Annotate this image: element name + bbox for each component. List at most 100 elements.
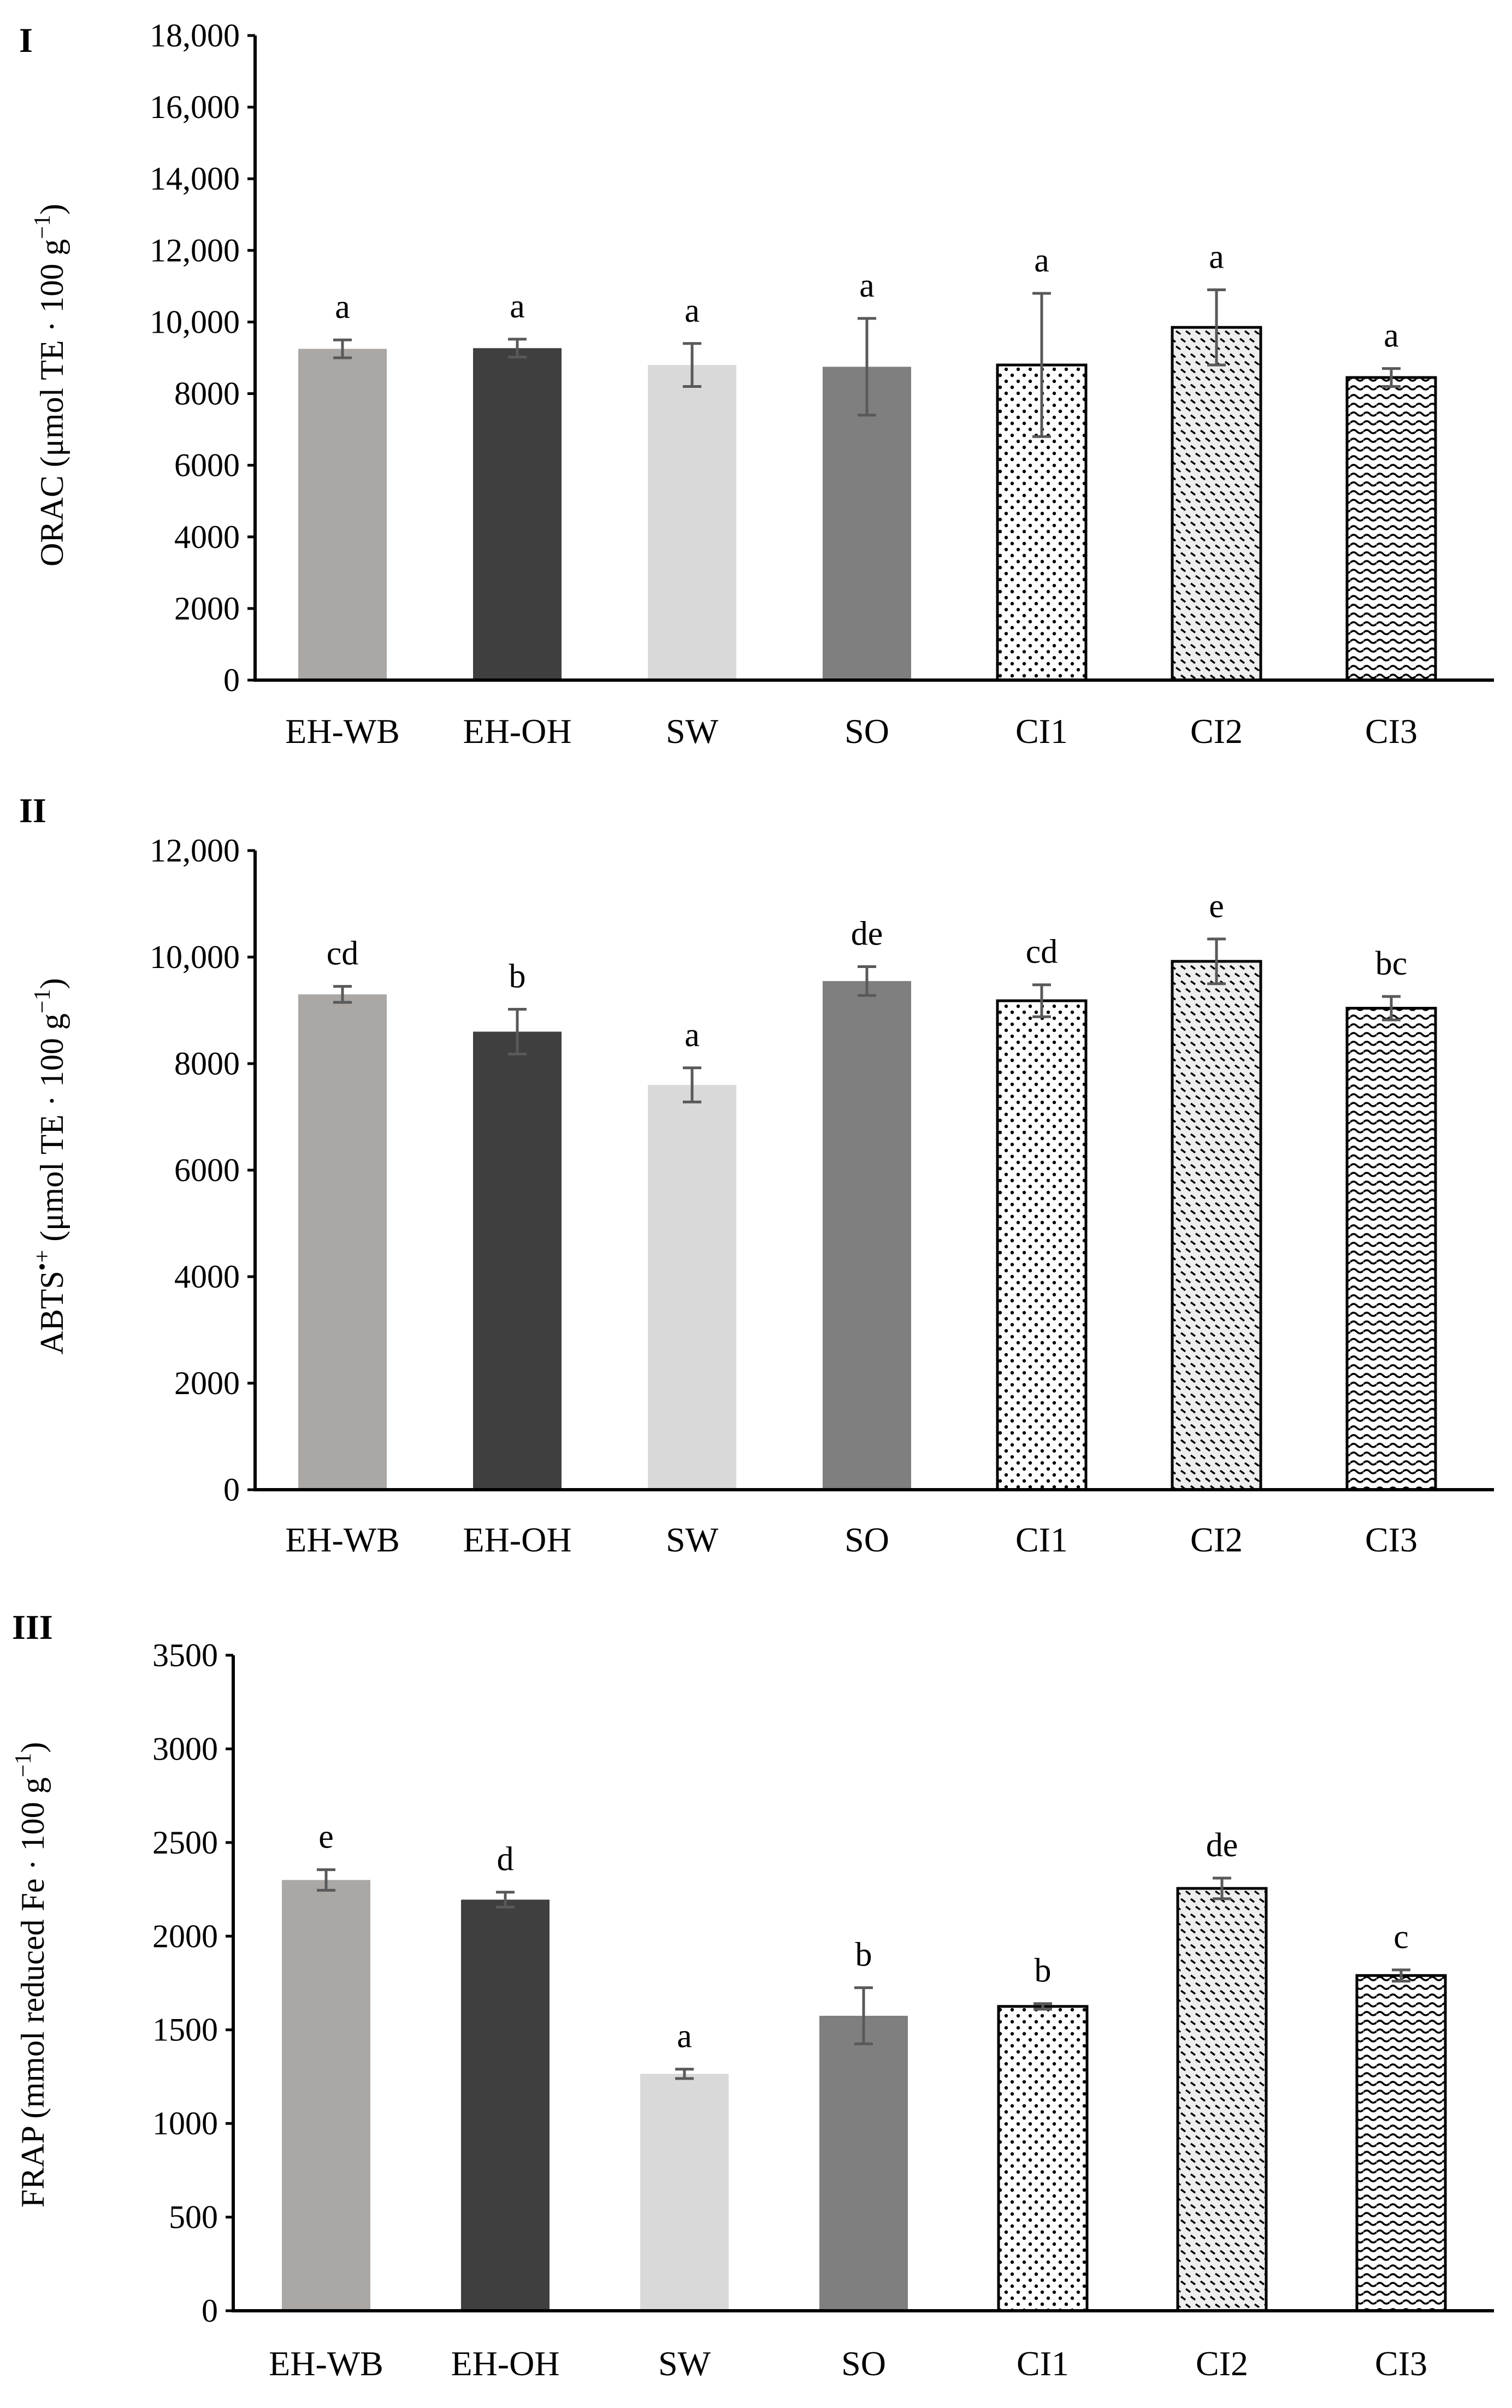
x-tick-label: EH-OH <box>463 712 571 751</box>
x-tick-label: EH-OH <box>451 2344 559 2383</box>
significance-letter: a <box>677 2018 692 2055</box>
panel-abts: II ABTS•+ (μmol TE · 100 g−1) 0 2000 4000 6… <box>19 791 1494 1559</box>
panel-label-ii: II <box>19 791 46 830</box>
significance-letters: e d a b b de c <box>318 1819 1409 2055</box>
bar <box>997 2005 1089 2312</box>
bar <box>298 349 387 680</box>
significance-letter: e <box>1209 888 1224 925</box>
bar <box>1355 1974 1447 2312</box>
significance-letter: de <box>851 916 883 953</box>
bar <box>648 1085 736 1490</box>
significance-letter: a <box>684 1017 700 1054</box>
x-tick-label: CI2 <box>1190 1520 1243 1559</box>
bar <box>823 981 911 1490</box>
significance-letter: a <box>335 288 350 326</box>
y-tick-label: 10,000 <box>150 939 240 975</box>
error-bars <box>333 288 1401 438</box>
y-tick-label: 8000 <box>174 1046 240 1082</box>
y-tick-label: 0 <box>202 2293 218 2329</box>
x-tick-label: SO <box>844 1520 889 1559</box>
x-tick-label: SO <box>844 712 889 751</box>
significance-letter: cd <box>1026 934 1058 971</box>
significance-letter: a <box>1384 317 1399 355</box>
significance-letter: c <box>1393 1919 1409 1956</box>
y-tick-label: 1000 <box>152 2105 218 2141</box>
x-tick-label: EH-WB <box>285 1520 400 1559</box>
y-tick-label: 14,000 <box>150 161 240 197</box>
y-tick-label: 2500 <box>152 1825 218 1861</box>
significance-letters: a a a a a a a <box>335 238 1399 354</box>
y-tick-label: 6000 <box>174 1152 240 1188</box>
significance-letter: a <box>1209 238 1224 275</box>
y-tick-label: 4000 <box>174 1259 240 1295</box>
x-tick-label: EH-OH <box>463 1520 571 1559</box>
y-tick-label: 18,000 <box>150 17 240 54</box>
bar <box>1171 326 1262 682</box>
bar <box>1171 960 1262 1491</box>
x-tick-label: CI1 <box>1015 712 1068 751</box>
y-tick-label: 500 <box>169 2199 218 2235</box>
x-tick-label: SW <box>666 1520 719 1559</box>
y-axis-label-abts: ABTS•+ (μmol TE · 100 g−1) <box>30 978 70 1354</box>
bar <box>473 348 562 680</box>
significance-letter: a <box>684 292 700 329</box>
significance-letter: d <box>497 1841 514 1878</box>
significance-letter: a <box>510 288 525 325</box>
y-tick-label: 16,000 <box>150 89 240 125</box>
significance-letter: b <box>1035 1952 1052 1990</box>
x-tick-label: CI1 <box>1017 2344 1069 2383</box>
bar <box>1345 376 1437 682</box>
significance-letter: a <box>1034 242 1049 279</box>
x-tick-label: SW <box>658 2344 711 2383</box>
y-tick-label: 12,000 <box>150 833 240 869</box>
significance-letter: bc <box>1375 945 1408 982</box>
panel-frap: III FRAP (mmol reduced Fe · 100 g−1) 0 50… <box>11 1608 1494 2383</box>
x-tick-label: CI2 <box>1190 712 1243 751</box>
bar <box>1345 1007 1437 1491</box>
x-tick-label: CI3 <box>1365 712 1418 751</box>
y-tick-label: 2000 <box>152 1918 218 1954</box>
significance-letter: b <box>509 958 526 995</box>
y-tick-label: 2000 <box>174 1365 240 1401</box>
bar <box>461 1899 550 2311</box>
bars <box>282 1880 1447 2312</box>
y-tick-label: 6000 <box>174 447 240 483</box>
panel-label-iii: III <box>12 1608 53 1646</box>
bar <box>473 1031 562 1490</box>
y-tick-label: 0 <box>223 1472 240 1508</box>
error-bars <box>333 937 1401 1103</box>
y-axis-label-orac: ORAC (μmol TE · 100 g−1) <box>30 204 70 566</box>
bar <box>1176 1887 1268 2312</box>
y-ticks: 0 500 1000 1500 2000 2500 3000 3500 <box>152 1637 233 2329</box>
axes <box>253 36 1494 682</box>
x-tick-label: SO <box>841 2344 886 2383</box>
y-tick-label: 2000 <box>174 591 240 627</box>
y-tick-label: 10,000 <box>150 304 240 340</box>
bar <box>996 999 1088 1491</box>
x-tick-label: CI1 <box>1015 1520 1068 1559</box>
x-tick-label: CI3 <box>1375 2344 1427 2383</box>
bar <box>640 2074 729 2311</box>
y-tick-label: 3000 <box>152 1731 218 1767</box>
x-tick-label: CI2 <box>1196 2344 1248 2383</box>
bars <box>298 960 1437 1491</box>
y-ticks: 0 2000 4000 6000 8000 10,000 12,000 <box>150 833 255 1508</box>
y-tick-label: 1500 <box>152 2012 218 2048</box>
y-tick-label: 12,000 <box>150 232 240 268</box>
x-tick-labels: EH-WB EH-OH SW SO CI1 CI2 CI3 <box>285 1520 1418 1559</box>
bar <box>298 994 387 1490</box>
bars <box>298 326 1437 682</box>
y-tick-label: 0 <box>223 662 240 698</box>
significance-letter: de <box>1206 1827 1238 1864</box>
significance-letter: a <box>859 267 875 304</box>
x-tick-label: SW <box>666 712 719 751</box>
panel-label-i: I <box>19 21 33 60</box>
significance-letter: cd <box>327 935 359 972</box>
y-ticks: 0 2000 4000 6000 8000 10,000 12,000 14,000 16,00… <box>150 17 255 698</box>
x-tick-labels: EH-WB EH-OH SW SO CI1 CI2 CI3 <box>269 2344 1427 2383</box>
axes <box>253 851 1494 1491</box>
error-bars <box>317 1868 1410 2080</box>
y-axis-label-frap: FRAP (mmol reduced Fe · 100 g−1) <box>11 1742 51 2208</box>
